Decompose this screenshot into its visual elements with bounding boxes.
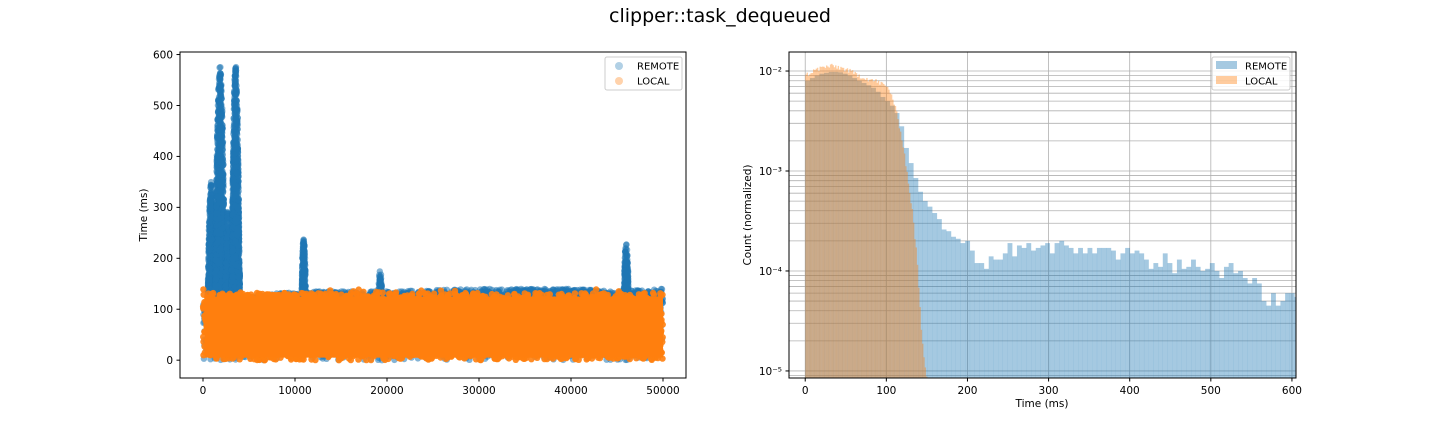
- scatter-point: [215, 193, 222, 200]
- scatter-point: [216, 126, 224, 133]
- figure-title: clipper::task_dequeued: [609, 5, 831, 27]
- scatter-point: [216, 79, 224, 86]
- scatter-point: [206, 269, 213, 276]
- scatter-point: [541, 285, 548, 293]
- scatter-point: [220, 199, 227, 207]
- scatter-point: [217, 159, 225, 166]
- scatter-plot: 0 10000 20000 30000 40000 50000 0100200300400…: [138, 49, 687, 397]
- scatter-point: [216, 181, 224, 189]
- scatter-point: [208, 204, 215, 212]
- scatter-point: [214, 117, 222, 124]
- scatter-point: [216, 139, 223, 147]
- scatter-point: [212, 256, 219, 264]
- scatter-point: [216, 247, 223, 254]
- scatter-point: [217, 63, 224, 71]
- scatter-point: [212, 281, 219, 288]
- scatter-point: [207, 197, 214, 204]
- scatter-point: [213, 229, 220, 236]
- scatter-point: [219, 105, 226, 112]
- scatter-point: [218, 169, 225, 176]
- scatter-point: [205, 241, 212, 248]
- scatter-point: [375, 356, 382, 363]
- scatter-point: [208, 184, 215, 191]
- scatter-point: [213, 210, 220, 217]
- scatter-marks: [199, 63, 666, 364]
- scatter-point: [205, 231, 213, 239]
- scatter-point: [216, 69, 224, 77]
- scatter-point: [214, 152, 222, 159]
- scatter-point: [212, 275, 220, 283]
- scatter-point: [217, 131, 224, 139]
- scatter-point: [217, 91, 224, 99]
- scatter-point: [218, 111, 225, 118]
